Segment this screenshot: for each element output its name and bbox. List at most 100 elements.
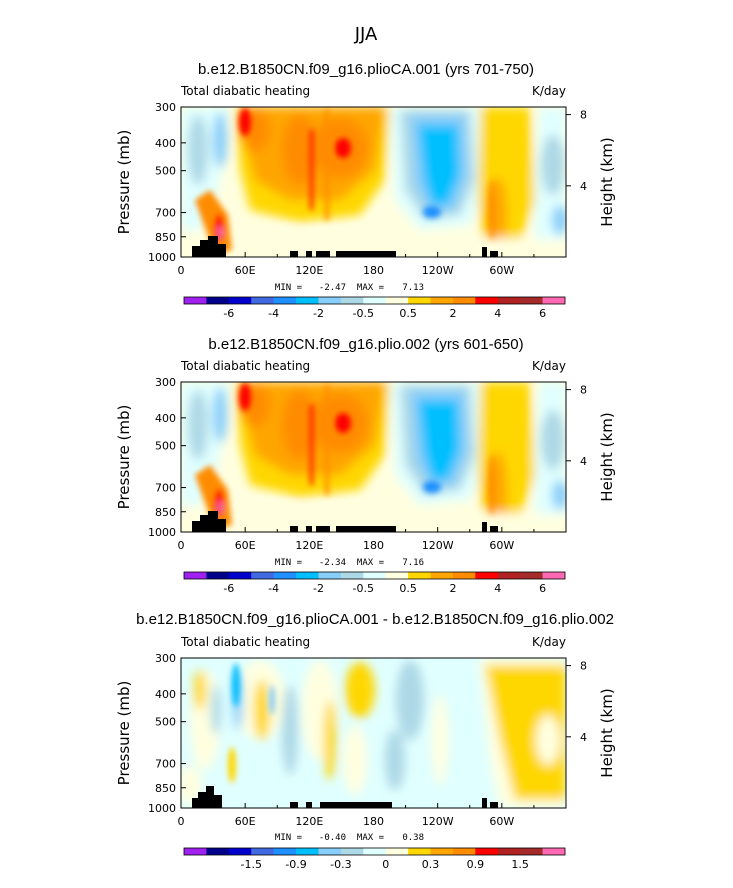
- panel-1-field: [181, 107, 566, 257]
- panel-2-max-value: 7.16: [402, 558, 424, 568]
- panel-1-axes: 0 60E 120E 180 120W 60W 300 400 500 700 850 1000 4 8: [148, 101, 587, 277]
- colorbar-label: 0: [382, 858, 389, 871]
- colorbar-label: 6: [539, 307, 546, 320]
- panel-1-xtick-label: 60W: [489, 264, 514, 277]
- colorbar-segment: [408, 572, 431, 579]
- panel-3-field: [181, 658, 566, 808]
- panel-2-xtick-label: 60E: [235, 539, 256, 552]
- colorbar-label: 0.5: [399, 307, 417, 320]
- colorbar-label: -0.9: [285, 858, 306, 871]
- panel-2-xtick-label: 60W: [489, 539, 514, 552]
- colorbar-label: 2: [449, 582, 456, 595]
- colorbar-label: -6: [223, 307, 234, 320]
- panel-1-ytick-label: 850: [155, 231, 176, 244]
- panel-3-ytick-label: 400: [155, 688, 176, 701]
- colorbar-segment: [363, 572, 387, 579]
- panel-1-min-value: -2.47: [319, 283, 346, 293]
- colorbar-label: -2: [313, 307, 324, 320]
- panel-3: b.e12.B1850CN.f09_g16.plioCA.001 - b.e12…: [115, 611, 616, 871]
- colorbar-segment: [228, 297, 252, 304]
- colorbar-label: 1.5: [511, 858, 529, 871]
- colorbar-segment: [228, 572, 252, 579]
- colorbar-segment: [206, 848, 230, 855]
- colorbar-segment: [452, 848, 476, 855]
- colorbar-label: 6: [539, 582, 546, 595]
- colorbar-segment: [184, 848, 207, 855]
- colorbar-label: -0.5: [353, 307, 374, 320]
- panel-3-axes: 0 60E 120E 180 120W 60W 300 400 500 700 850 1000 4 8: [148, 652, 587, 828]
- colorbar-segment: [520, 572, 543, 579]
- panel-2-ytick-label: 700: [155, 482, 176, 495]
- colorbar-segment: [296, 297, 319, 304]
- colorbar-segment: [497, 848, 521, 855]
- panel-2-height-tick-label: 8: [580, 384, 587, 397]
- panel-3-field-label: Total diabatic heating: [180, 635, 310, 649]
- panel-1-min-label: MIN =: [275, 283, 303, 293]
- panel-2-colorbar: -6 -4 -2 -0.5 0.5 2 4 6: [183, 571, 566, 595]
- panel-1-ytick-label: 300: [155, 101, 176, 114]
- colorbar-segment: [228, 848, 252, 855]
- colorbar-segment: [385, 297, 409, 304]
- colorbar-segment: [497, 572, 521, 579]
- colorbar-segment: [363, 297, 387, 304]
- panel-2-field: [181, 382, 566, 532]
- panel-1-ytick-label: 700: [155, 207, 176, 220]
- colorbar-segment: [296, 848, 319, 855]
- panel-3-xtick-label: 180: [363, 815, 384, 828]
- colorbar-segment: [520, 297, 543, 304]
- colorbar-label: -4: [268, 582, 279, 595]
- colorbar-segment: [452, 572, 476, 579]
- panel-2-height-label: Height (km): [598, 412, 616, 501]
- panel-2-xtick-label: 0: [178, 539, 185, 552]
- panel-3-min-value: -0.40: [319, 833, 346, 843]
- colorbar-segment: [184, 572, 207, 579]
- colorbar-label: 4: [494, 582, 501, 595]
- colorbar-frame: [183, 847, 566, 856]
- panel-3-ytick-label: 1000: [148, 802, 176, 815]
- panel-3-height-label: Height (km): [598, 688, 616, 777]
- panel-3-ylabel: Pressure (mb): [115, 681, 133, 786]
- panel-3-units: K/day: [532, 635, 566, 649]
- colorbar-segment: [206, 297, 230, 304]
- panel-1-max-label: MAX =: [357, 283, 385, 293]
- colorbar-segment: [520, 848, 543, 855]
- panel-1-ytick-label: 400: [155, 137, 176, 150]
- panel-2-field-label: Total diabatic heating: [180, 359, 310, 373]
- panel-2-ytick-label: 850: [155, 506, 176, 519]
- panel-3-min-label: MIN =: [275, 833, 303, 843]
- colorbar-segment: [542, 848, 566, 855]
- colorbar-label: 0.5: [399, 582, 417, 595]
- panel-2-ytick-label: 1000: [148, 526, 176, 539]
- colorbar-label: -0.3: [330, 858, 351, 871]
- colorbar-segment: [318, 848, 342, 855]
- panel-1-xtick-label: 120W: [422, 264, 454, 277]
- panel-1-max-value: 7.13: [402, 283, 424, 293]
- panel-1-title: b.e12.B1850CN.f09_g16.plioCA.001 (yrs 70…: [198, 61, 534, 78]
- panel-1-xtick-label: 120E: [295, 264, 323, 277]
- panel-2-units: K/day: [532, 359, 566, 373]
- colorbar-label: -6: [223, 582, 234, 595]
- colorbar-segment: [475, 572, 499, 579]
- panel-3-max-value: 0.38: [402, 833, 424, 843]
- panel-2-ytick-label: 400: [155, 412, 176, 425]
- colorbar-segment: [206, 572, 230, 579]
- panel-1-xtick-label: 60E: [235, 264, 256, 277]
- colorbar-segment: [430, 848, 454, 855]
- panel-3-ytick-label: 850: [155, 782, 176, 795]
- panel-2-min-label: MIN =: [275, 558, 303, 568]
- colorbar-segment: [497, 297, 521, 304]
- panel-2-min-value: -2.34: [319, 558, 346, 568]
- panel-2-xtick-label: 180: [363, 539, 384, 552]
- panel-1-xtick-label: 0: [178, 264, 185, 277]
- panel-3-height-tick-label: 8: [580, 660, 587, 673]
- colorbar-frame: [183, 296, 566, 305]
- colorbar-segment: [273, 297, 297, 304]
- panel-3-xtick-label: 60E: [235, 815, 256, 828]
- panel-1-height-label: Height (km): [598, 137, 616, 226]
- colorbar-label: -2: [313, 582, 324, 595]
- panel-3-xtick-label: 120E: [295, 815, 323, 828]
- colorbar-segment: [542, 572, 566, 579]
- colorbar-frame: [183, 571, 566, 580]
- panel-2-xtick-label: 120E: [295, 539, 323, 552]
